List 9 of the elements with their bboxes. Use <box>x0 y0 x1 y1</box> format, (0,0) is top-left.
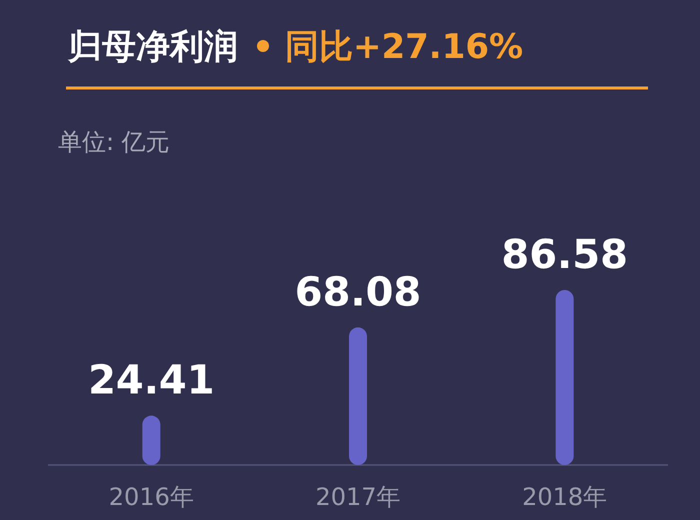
x-tick-label: 2017年 <box>315 483 401 511</box>
x-tick-label: 2018年 <box>522 483 608 511</box>
data-label: 86.58 <box>501 232 628 278</box>
data-label: 68.08 <box>294 269 422 316</box>
data-label: 24.41 <box>88 358 215 404</box>
x-tick-label: 2016年 <box>108 483 194 511</box>
chart-title: 归母净利润 <box>67 27 238 67</box>
text: 单位: 亿元 <box>58 128 170 156</box>
chart-subtitle: 同比+27.16% <box>285 27 524 67</box>
